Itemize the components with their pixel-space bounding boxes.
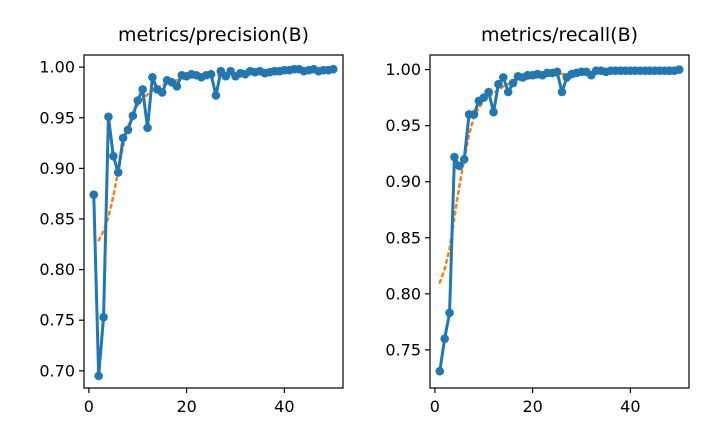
y-tick-label: 0.95 — [39, 108, 75, 127]
data-point — [94, 371, 103, 381]
x-tick-label: 20 — [176, 397, 196, 416]
y-tick-label: 0.95 — [385, 116, 421, 135]
data-point — [552, 67, 562, 77]
y-tick-label: 0.80 — [39, 260, 75, 279]
y-tick-label: 0.75 — [39, 311, 75, 330]
data-point — [128, 111, 138, 121]
y-tick-label: 0.90 — [385, 172, 421, 191]
data-point — [435, 366, 445, 376]
plot-frame — [429, 54, 690, 389]
data-point — [455, 161, 464, 171]
data-point — [503, 87, 513, 97]
data-point — [328, 64, 338, 74]
data-point — [450, 152, 459, 162]
y-tick-label: 0.80 — [385, 284, 421, 303]
data-point — [172, 82, 182, 91]
data-point — [148, 72, 157, 82]
data-point — [674, 65, 684, 74]
y-tick-label: 0.85 — [39, 209, 75, 228]
data-point — [133, 96, 143, 105]
x-tick-label: 40 — [620, 397, 640, 416]
y-tick-label: 0.70 — [39, 361, 75, 380]
x-tick-label: 20 — [522, 397, 542, 416]
y-tick-label: 0.90 — [39, 159, 75, 178]
y-tick-label: 1.00 — [385, 60, 421, 79]
data-point — [445, 308, 454, 318]
data-point — [489, 107, 498, 117]
data-point — [104, 112, 113, 122]
data-point — [484, 87, 493, 97]
data-point — [206, 69, 216, 79]
data-point — [211, 91, 221, 100]
data-point — [499, 73, 508, 82]
data-point — [109, 151, 118, 161]
data-point — [508, 78, 518, 88]
data-point — [469, 110, 479, 119]
data-point — [113, 168, 123, 177]
data-point — [459, 154, 469, 164]
chart-title: metrics/precision(B) — [118, 24, 309, 46]
precision-chart: metrics/precision(B) 0.70 0.75 0.80 0.85 0.9… — [39, 24, 344, 416]
plot-frame — [83, 54, 344, 389]
x-tick-label: 40 — [274, 397, 294, 416]
data-point — [123, 125, 133, 135]
data-point — [99, 312, 108, 322]
data-point — [157, 88, 167, 97]
data-point — [89, 190, 99, 199]
x-tick-label: 0 — [430, 397, 440, 416]
data-point — [118, 133, 128, 143]
y-tick-label: 0.85 — [385, 228, 421, 247]
x-tick-label: 0 — [84, 397, 94, 416]
y-tick-label: 0.75 — [385, 340, 421, 359]
data-point — [479, 93, 489, 102]
data-point — [143, 123, 152, 133]
data-point — [494, 79, 503, 89]
y-tick-label: 1.00 — [39, 58, 75, 77]
data-point — [440, 334, 449, 343]
data-point — [138, 85, 147, 94]
chart-title: metrics/recall(B) — [481, 24, 638, 46]
recall-chart: metrics/recall(B) 0.75 0.80 0.85 0.90 0.95 1.… — [385, 24, 690, 416]
data-point — [557, 87, 567, 97]
